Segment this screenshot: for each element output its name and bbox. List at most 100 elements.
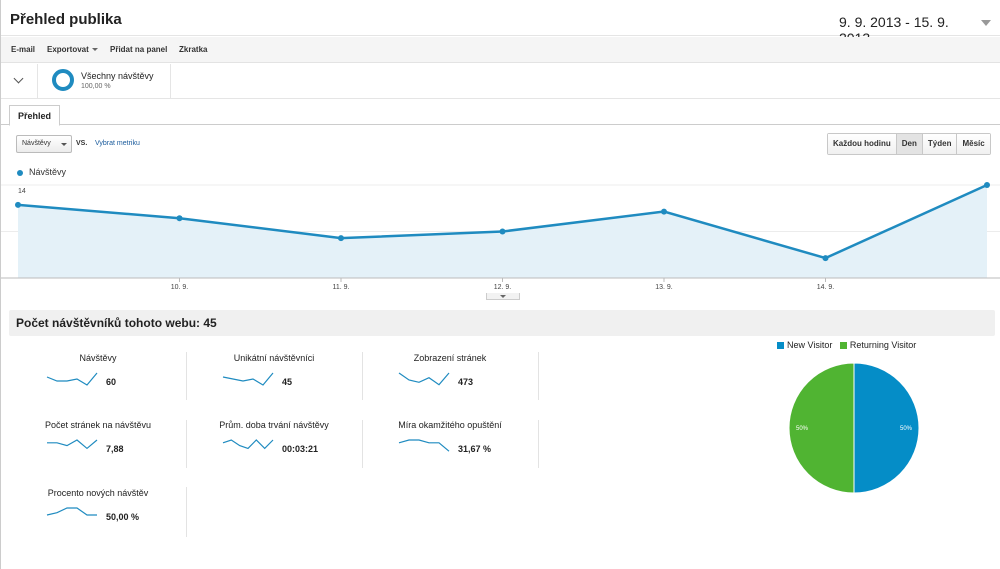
pick-metric-link[interactable]: Vybrat metriku bbox=[95, 140, 140, 147]
vs-label: VS. bbox=[76, 140, 88, 147]
tab-bar: Přehled bbox=[1, 100, 1000, 126]
metric-cell: Návštěvy 60 bbox=[10, 353, 186, 415]
line-chart-legend-label: Návštěvy bbox=[29, 167, 67, 177]
metric-value: 7,88 bbox=[106, 444, 124, 454]
metric-value: 50,00 % bbox=[106, 512, 140, 522]
divider bbox=[538, 352, 539, 400]
metric-value: 45 bbox=[282, 377, 293, 387]
metric-name: Prům. doba trvání návštěvy bbox=[219, 420, 329, 430]
granularity-switch: Každou hodinu Den Týden Měsíc bbox=[827, 133, 991, 155]
y-tick-label: 14 bbox=[18, 188, 26, 195]
visits-line-chart: 71410. 9.11. 9.12. 9.13. 9.14. 9. bbox=[1, 182, 1000, 291]
report-toolbar: E-mail Exportovat Přidat na panel Zkratk… bbox=[1, 37, 1000, 63]
metric-value: 00:03:21 bbox=[282, 444, 319, 454]
x-tick-label: 14. 9. bbox=[817, 284, 835, 291]
page-title: Přehled publika bbox=[10, 11, 122, 28]
metric-name: Zobrazení stránek bbox=[413, 353, 487, 363]
add-to-dashboard-button[interactable]: Přidat na panel bbox=[110, 45, 167, 54]
metric-cell: Prům. doba trvání návštěvy 00:03:21 bbox=[186, 420, 362, 482]
chart-collapse-handle[interactable] bbox=[486, 293, 520, 300]
data-point bbox=[176, 215, 183, 222]
x-tick-label: 10. 9. bbox=[171, 284, 189, 291]
email-button[interactable]: E-mail bbox=[11, 45, 35, 54]
segment-toggle[interactable] bbox=[1, 64, 38, 99]
email-button-label: E-mail bbox=[11, 45, 36, 54]
granularity-month-button[interactable]: Měsíc bbox=[956, 134, 990, 154]
metric-cell: Unikátní návštěvníci 45 bbox=[186, 353, 362, 415]
x-tick-label: 11. 9. bbox=[333, 284, 350, 291]
metric-cell: Míra okamžitého opuštění 31,67 % bbox=[362, 420, 538, 482]
metric-name: Unikátní návštěvníci bbox=[233, 353, 315, 363]
x-tick-label: 13. 9. bbox=[655, 284, 673, 291]
pie-legend: New Visitor Returning Visitor bbox=[777, 340, 916, 350]
pie-legend-returning: Returning Visitor bbox=[849, 340, 917, 350]
metric-sparkline bbox=[222, 439, 274, 450]
divider bbox=[362, 420, 363, 468]
divider bbox=[538, 420, 539, 468]
metric-name: Počet stránek na návštěvu bbox=[44, 420, 152, 430]
data-point bbox=[338, 235, 344, 242]
pie-slice-label: 50% bbox=[900, 426, 913, 432]
metric-name: Míra okamžitého opuštění bbox=[398, 420, 502, 430]
sparkline-path bbox=[398, 439, 450, 452]
summary-bar: Počet návštěvníků tohoto webu: 45 bbox=[9, 310, 995, 336]
segment-percent: 100,00 % bbox=[81, 83, 111, 90]
metric-sparkline bbox=[398, 372, 450, 386]
segment-ring-icon bbox=[52, 69, 74, 91]
metric-sparkline bbox=[222, 372, 274, 386]
date-range-picker[interactable]: 9. 9. 2013 - 15. 9. 2013 bbox=[839, 5, 999, 46]
metric-value: 60 bbox=[106, 377, 117, 387]
metric-cell: Počet stránek na návštěvu 7,88 bbox=[10, 420, 186, 482]
series-dot-icon bbox=[17, 169, 23, 176]
chart-controls: Návštěvy VS. Vybrat metriku Každou hodin… bbox=[1, 126, 1000, 160]
metric-cell: Procento nových návštěv 50,00 % bbox=[10, 488, 186, 550]
segment-bar: Všechny návštěvy 100,00 % bbox=[1, 64, 1000, 99]
segment-name: Všechny návštěvy bbox=[81, 71, 154, 81]
metric-value: 31,67 % bbox=[458, 444, 492, 454]
pie-slice bbox=[853, 362, 920, 494]
sparkline-path bbox=[222, 439, 274, 450]
metric-sparkline bbox=[398, 439, 450, 452]
chevron-down-icon bbox=[91, 48, 98, 52]
sparkline-path bbox=[47, 439, 98, 450]
chevron-down-icon bbox=[61, 143, 67, 146]
visitor-type-pie-chart: 50% 50% bbox=[788, 362, 920, 494]
metric-select[interactable]: Návštěvy bbox=[16, 135, 72, 153]
new-visitor-swatch bbox=[777, 342, 784, 349]
sparkline-path bbox=[222, 372, 274, 386]
metric-value: 473 bbox=[458, 377, 474, 387]
granularity-hourly-button[interactable]: Každou hodinu bbox=[828, 134, 896, 154]
chevron-down-icon bbox=[500, 295, 506, 298]
export-button-label: Exportovat bbox=[47, 45, 89, 54]
line-chart-legend: Návštěvy bbox=[17, 167, 66, 177]
segment-card[interactable]: Všechny návštěvy 100,00 % bbox=[39, 64, 171, 99]
page-header: Přehled publika 9. 9. 2013 - 15. 9. 2013 bbox=[1, 0, 1000, 46]
chevron-down-icon bbox=[981, 20, 991, 26]
tab-overview[interactable]: Přehled bbox=[9, 105, 61, 126]
divider bbox=[186, 352, 187, 400]
metric-cell: Zobrazení stránek 473 bbox=[362, 353, 538, 415]
chevron-down-icon bbox=[13, 73, 24, 84]
granularity-week-button[interactable]: Týden bbox=[921, 134, 957, 154]
sparkline-path bbox=[398, 372, 450, 386]
divider bbox=[186, 420, 187, 468]
granularity-day-button[interactable]: Den bbox=[895, 134, 922, 154]
data-point bbox=[499, 228, 506, 235]
metric-sparkline bbox=[47, 439, 98, 450]
divider bbox=[362, 352, 363, 400]
export-button[interactable]: Exportovat bbox=[47, 45, 98, 54]
data-point bbox=[15, 201, 21, 208]
data-point bbox=[822, 255, 829, 262]
divider bbox=[186, 487, 187, 537]
add-to-dashboard-label: Přidat na panel bbox=[110, 45, 168, 54]
pie-legend-new: New Visitor bbox=[787, 340, 833, 350]
metric-sparkline bbox=[46, 507, 97, 516]
metric-sparkline bbox=[46, 372, 98, 386]
data-point bbox=[984, 182, 990, 188]
sparkline-path bbox=[46, 507, 97, 516]
shortcut-button-label: Zkratka bbox=[179, 45, 208, 54]
shortcut-button[interactable]: Zkratka bbox=[179, 45, 207, 54]
metric-select-value: Návštěvy bbox=[22, 140, 51, 147]
returning-visitor-swatch bbox=[839, 342, 847, 349]
